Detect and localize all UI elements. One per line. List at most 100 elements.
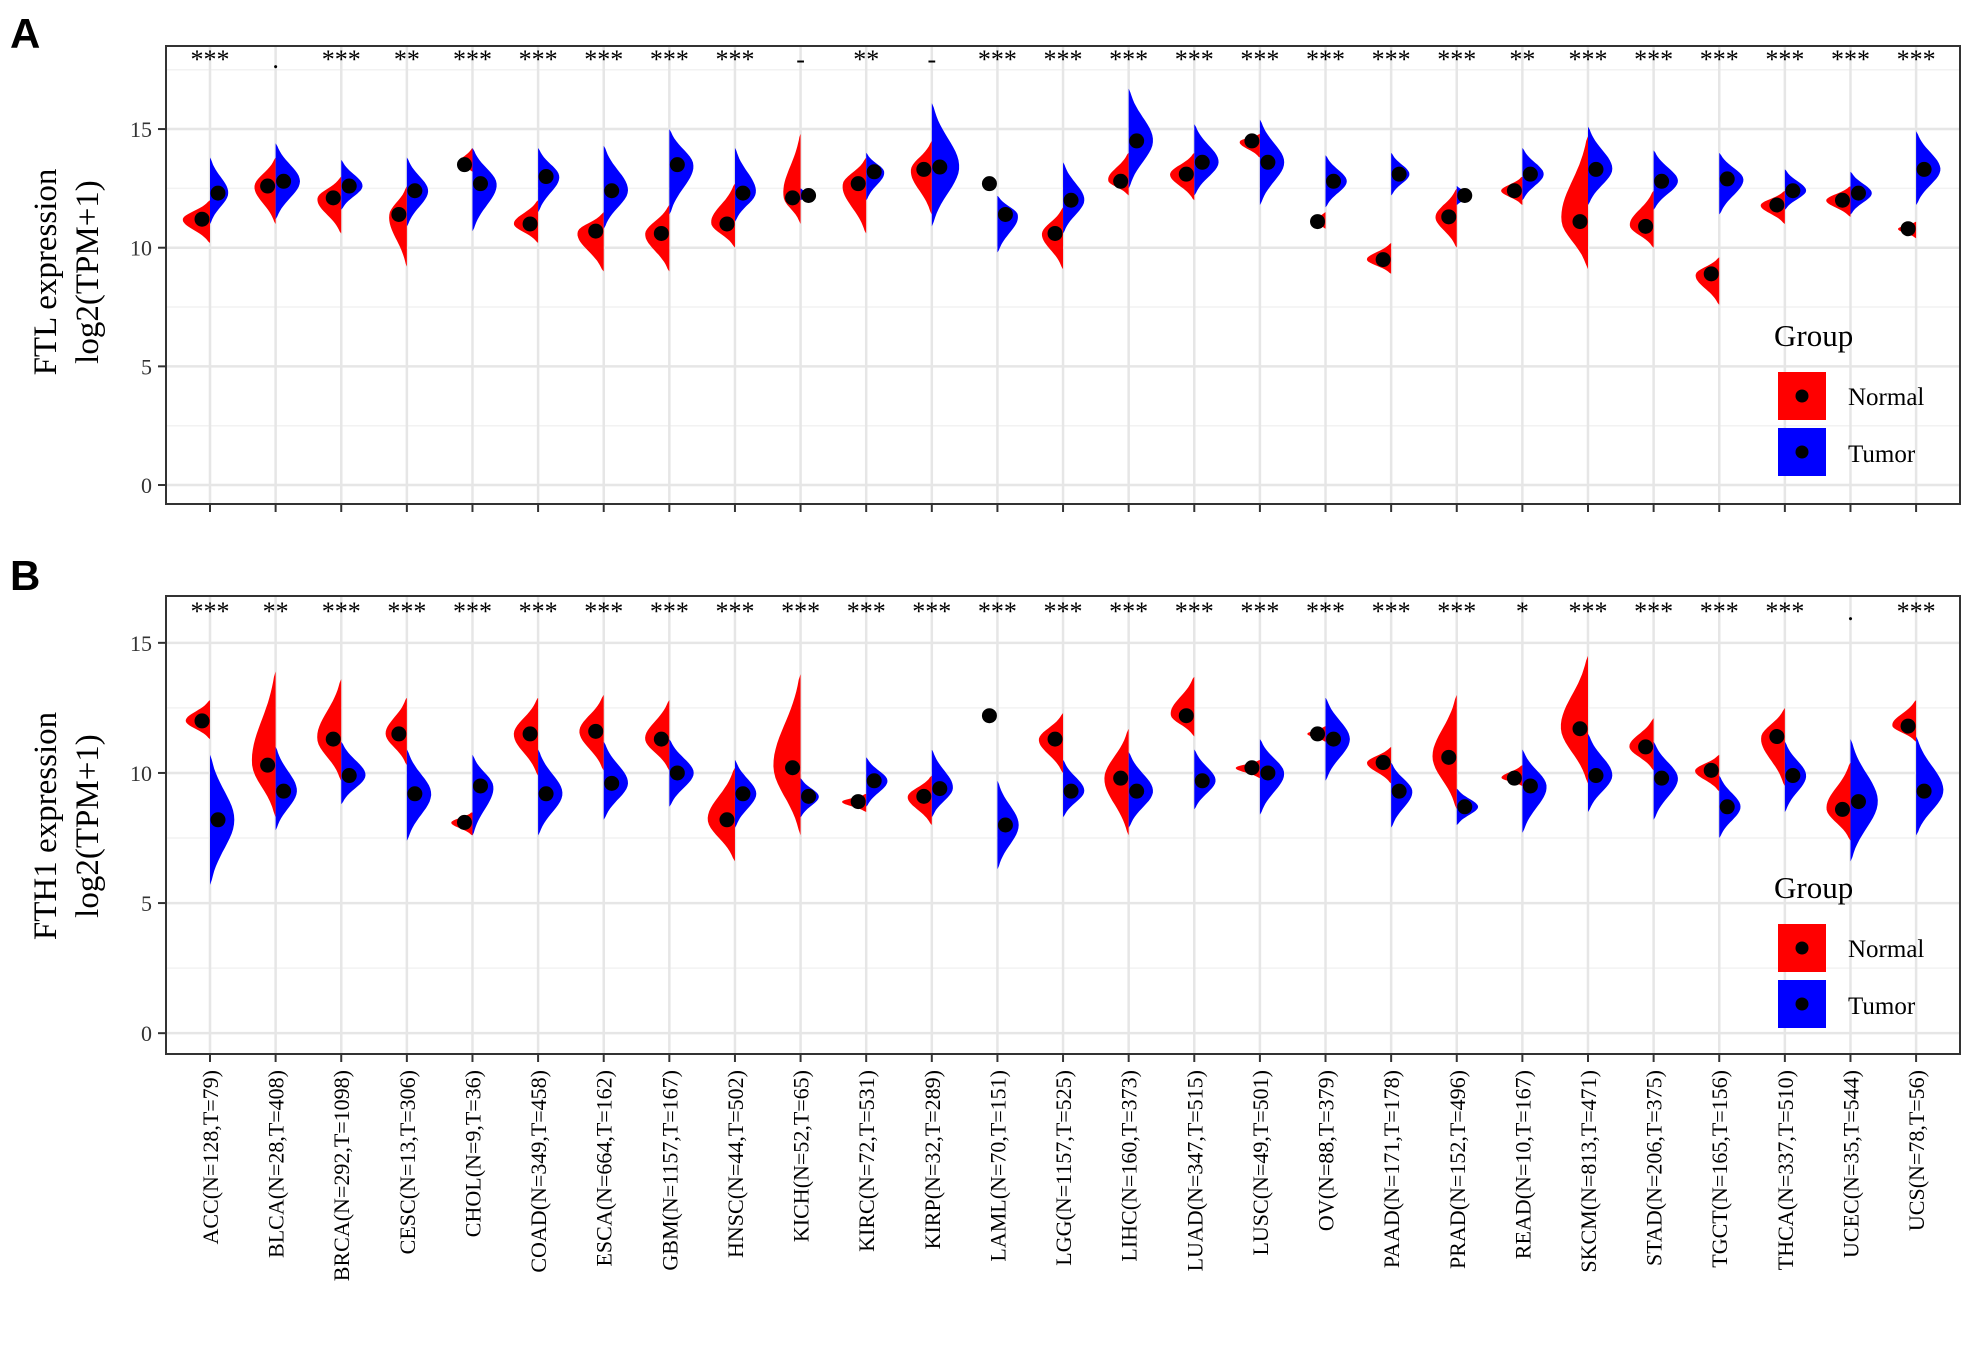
panel-b-legend: Group Normal Tumor [1774,870,1924,1028]
median-point-normal-15 [1178,166,1194,182]
significance-label-22: *** [1634,597,1673,626]
median-point-normal-20 [1506,183,1522,199]
median-point-normal-25 [1834,801,1850,817]
median-point-normal-1 [260,757,276,773]
significance-label-15: *** [1175,597,1214,626]
median-point-tumor-24 [1785,768,1801,784]
median-point-tumor-1 [276,783,292,799]
significance-label-0: *** [191,45,230,74]
legend-title: Group [1774,870,1853,905]
median-point-normal-6 [588,723,604,739]
y-tick-label: 5 [141,354,152,379]
median-point-tumor-25 [1850,794,1866,810]
median-point-tumor-23 [1719,799,1735,815]
x-tick-label: LGG(N=1157,T=525) [1051,1070,1076,1266]
y-tick-label: 15 [130,631,152,656]
median-point-normal-23 [1703,266,1719,282]
x-tick-label: LIHC(N=160,T=373) [1117,1070,1142,1262]
median-point-normal-13 [1047,731,1063,747]
significance-label-7: *** [650,45,689,74]
x-tick-label: THCA(N=337,T=510) [1773,1070,1798,1270]
legend-label-normal: Normal [1848,936,1924,963]
median-point-normal-9 [785,190,801,206]
significance-label-19: *** [1437,45,1476,74]
significance-label-11: *** [912,597,951,626]
y-tick-label: 0 [141,473,152,498]
significance-label-23: *** [1700,597,1739,626]
x-tick-label: GBM(N=1157,T=167) [657,1070,682,1271]
median-point-normal-5 [522,216,538,232]
x-tick-label: KIRC(N=72,T=531) [854,1070,879,1252]
y-tick-label: 10 [130,236,152,261]
median-point-normal-24 [1769,197,1785,213]
median-point-tumor-12 [997,817,1013,833]
median-point-normal-20 [1506,770,1522,786]
legend-label-normal: Normal [1848,384,1924,411]
violin-normal-2 [317,679,342,781]
median-point-tumor-15 [1194,773,1210,789]
violin-normal-1 [251,671,276,818]
significance-label-9: - [796,45,805,74]
significance-label-24: *** [1765,45,1804,74]
significance-label-3: *** [387,597,426,626]
significance-label-19: *** [1437,597,1476,626]
median-point-tumor-14 [1129,133,1145,149]
median-point-tumor-6 [604,183,620,199]
median-point-normal-22 [1638,218,1654,234]
median-point-tumor-16 [1260,765,1276,781]
median-point-tumor-6 [604,775,620,791]
median-point-tumor-18 [1391,166,1407,182]
significance-label-13: *** [1044,45,1083,74]
significance-label-10: ** [853,45,879,74]
median-point-tumor-3 [407,183,423,199]
median-point-normal-8 [719,812,735,828]
x-tick-label: BLCA(N=28,T=408) [264,1070,289,1258]
significance-label-17: *** [1306,45,1345,74]
median-point-tumor-5 [538,169,554,185]
panel-b-plot: *** ** *** *** *** *** *** *** *** *** *** *** *** **… [130,595,1961,1281]
median-point-normal-17 [1310,214,1326,230]
violin-normal-3 [389,186,407,267]
violin-normal-8 [707,767,735,862]
x-tick-label: CESC(N=13,T=306) [395,1070,420,1254]
legend-label-tumor: Tumor [1848,993,1916,1020]
median-point-normal-13 [1047,225,1063,241]
violin-tumor-8 [734,148,756,222]
significance-label-8: *** [715,597,754,626]
median-point-normal-21 [1572,721,1588,737]
significance-label-16: *** [1240,45,1279,74]
significance-label-17: *** [1306,597,1345,626]
median-point-normal-4 [456,157,472,173]
median-point-tumor-5 [538,786,554,802]
median-point-tumor-4 [472,778,488,794]
panel-a-letter: A [10,10,40,57]
violin-tumor-26 [1916,736,1944,836]
median-point-tumor-20 [1522,166,1538,182]
median-point-tumor-4 [472,176,488,192]
significance-label-25: *** [1831,45,1870,74]
significance-label-7: *** [650,597,689,626]
x-tick-label: PAAD(N=171,T=178) [1379,1070,1404,1268]
significance-label-26: *** [1897,45,1936,74]
median-point-tumor-9 [801,188,817,204]
violin-normal-21 [1561,136,1588,270]
median-point-tumor-17 [1326,173,1342,189]
significance-label-24: *** [1765,597,1804,626]
median-point-tumor-17 [1326,731,1342,747]
median-point-tumor-18 [1391,783,1407,799]
median-point-normal-18 [1375,252,1391,268]
median-point-tumor-25 [1850,185,1866,201]
violin-normal-24 [1761,707,1785,786]
median-point-normal-19 [1441,749,1457,765]
median-point-tumor-1 [276,173,292,189]
violin-normal-8 [711,183,735,248]
median-point-tumor-19 [1457,188,1473,204]
median-point-normal-2 [325,190,341,206]
median-point-tumor-8 [735,786,751,802]
significance-label-25: . [1847,597,1854,626]
median-point-tumor-8 [735,185,751,201]
significance-label-8: *** [715,45,754,74]
significance-label-13: *** [1044,597,1083,626]
violin-tumor-4 [472,754,494,836]
median-point-tumor-13 [1063,192,1079,208]
